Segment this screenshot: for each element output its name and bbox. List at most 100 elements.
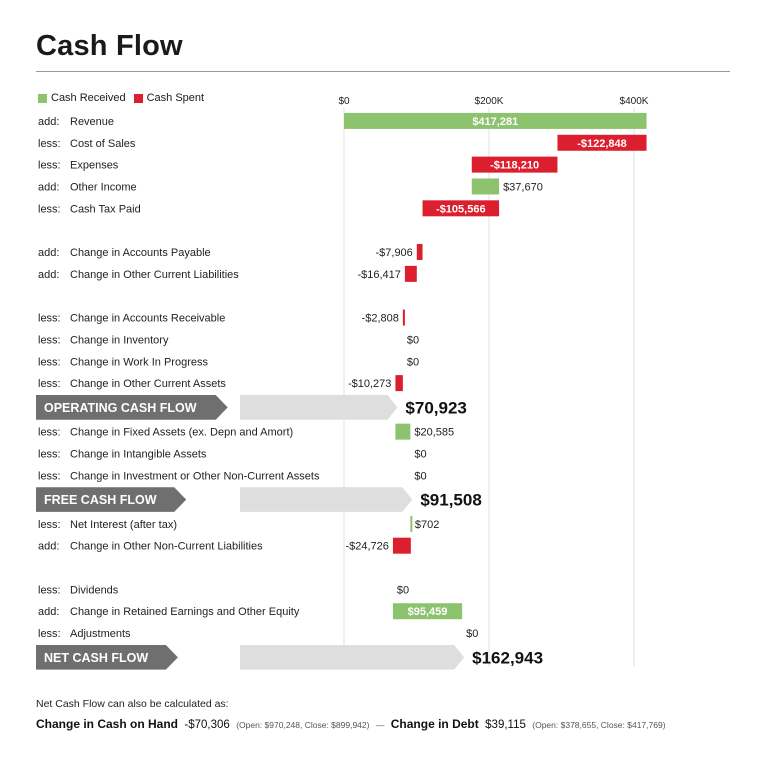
row-label-1: Cost of Sales [70,138,136,150]
row-label-14: Change in Fixed Assets (ex. Depn and Amo… [70,427,293,439]
axis-tick-label-1: $200K [475,96,504,107]
row-label-9: Change in Accounts Receivable [70,313,225,325]
legend-item-spent: Cash Spent [133,92,205,104]
row-prefix-11: less: [38,356,61,368]
data-label-1: -$122,848 [577,138,627,150]
data-label-11: $0 [407,356,419,368]
waterfall-chart: $0 $200K $400K add: Revenue $417,281 less: Cost… [36,96,649,670]
row-label-3: Other Income [70,181,137,193]
data-label-18: $702 [415,519,439,531]
data-label-9: -$2,808 [362,313,399,325]
row-prefix-0: add: [38,116,59,128]
row-prefix-22: add: [38,606,59,618]
row-prefix-12: less: [38,378,61,390]
row-label-16: Change in Investment or Other Non-Curren… [70,470,320,482]
bar-3 [471,178,500,195]
row-label-0: Revenue [70,116,114,128]
debt-change-detail: (Open: $378,655, Close: $417,769) [532,720,666,730]
data-label-6: -$7,906 [375,247,412,259]
subtotal-value-13: $70,923 [405,398,466,417]
bar-22 [392,603,463,620]
bar-4 [422,200,500,217]
subtotal-value-17: $91,508 [420,491,481,510]
row-label-6: Change in Accounts Payable [70,247,211,259]
subtotal-band-light-17 [240,487,413,512]
row-prefix-7: add: [38,269,59,281]
data-label-19: -$24,726 [345,541,388,553]
row-prefix-9: less: [38,313,61,325]
data-label-15: $0 [414,448,426,460]
data-label-23: $0 [466,628,478,640]
row-label-15: Change in Intangible Assets [70,448,207,460]
row-prefix-6: add: [38,247,59,259]
data-label-3: $37,670 [503,181,543,193]
data-label-14: $20,585 [414,427,454,439]
row-prefix-16: less: [38,470,61,482]
legend-swatch-received [38,93,47,103]
subtotal-label-24: NET CASH FLOW [44,651,148,665]
bar-18 [410,515,413,532]
row-prefix-14: less: [38,427,61,439]
bar-1 [557,134,647,151]
row-prefix-21: less: [38,584,61,596]
title-divider [36,71,730,72]
bar-9 [402,309,405,326]
cash-change-value: -$70,306 [184,719,230,731]
row-prefix-2: less: [38,160,61,172]
row-prefix-15: less: [38,448,61,460]
legend-swatch-spent [133,93,143,103]
footer-intro: Net Cash Flow can also be calculated as: [36,698,229,710]
row-label-18: Net Interest (after tax) [70,519,177,531]
bar-6 [416,244,423,261]
subtotal-band-light-13 [240,395,398,420]
subtotal-label-13: OPERATING CASH FLOW [44,401,197,415]
subtotal-value-24: $162,943 [472,648,543,667]
axis-tick-label-0: $0 [338,96,350,107]
data-label-7: -$16,417 [357,269,400,281]
row-prefix-23: less: [38,628,61,640]
data-label-2: -$118,210 [490,160,539,172]
legend-label-received: Cash Received [51,92,126,104]
row-label-23: Adjustments [70,628,131,640]
row-label-11: Change in Work In Progress [70,356,208,368]
row-prefix-18: less: [38,519,61,531]
row-prefix-4: less: [38,203,61,215]
row-label-10: Change in Inventory [70,334,169,346]
bar-14 [395,423,411,440]
row-label-22: Change in Retained Earnings and Other Eq… [70,606,300,618]
cash-change-detail: (Open: $970,248, Close: $899,942) [236,720,370,730]
subtotal-band-light-24 [240,645,465,670]
row-label-2: Expenses [70,160,119,172]
row-label-21: Dividends [70,584,119,596]
data-label-0: $417,281 [472,116,518,128]
bar-12 [395,375,403,392]
debt-change-value: $39,115 [485,719,526,731]
cash-change-label: Change in Cash on Hand [36,717,179,731]
row-label-19: Change in Other Non-Current Liabilities [70,541,263,553]
axis-tick-label-2: $400K [620,96,649,107]
data-label-16: $0 [414,470,426,482]
subtotal-band-dark-17 [36,487,187,512]
subtotal-label-17: FREE CASH FLOW [44,493,157,507]
row-prefix-19: add: [38,541,59,553]
data-label-10: $0 [407,334,419,346]
subtotal-band-dark-24 [36,645,178,670]
row-label-7: Change in Other Current Liabilities [70,269,239,281]
bar-7 [404,265,417,282]
row-label-4: Cash Tax Paid [70,203,141,215]
bar-0 [344,112,647,129]
row-label-12: Change in Other Current Assets [70,378,226,390]
data-label-12: -$10,273 [348,378,391,390]
data-label-21: $0 [397,584,409,596]
footer-equation: Change in Cash on Hand -$70,306 (Open: $… [36,717,666,731]
legend-label-spent: Cash Spent [146,92,205,104]
row-prefix-1: less: [38,138,61,150]
footer-separator: — [375,720,385,730]
page-title: Cash Flow [36,30,183,62]
data-label-22: $95,459 [408,606,448,618]
bar-2 [471,156,558,173]
subtotal-band-dark-13 [36,395,228,420]
row-prefix-3: add: [38,181,59,193]
data-label-4: -$105,566 [436,203,486,215]
row-prefix-10: less: [38,334,61,346]
